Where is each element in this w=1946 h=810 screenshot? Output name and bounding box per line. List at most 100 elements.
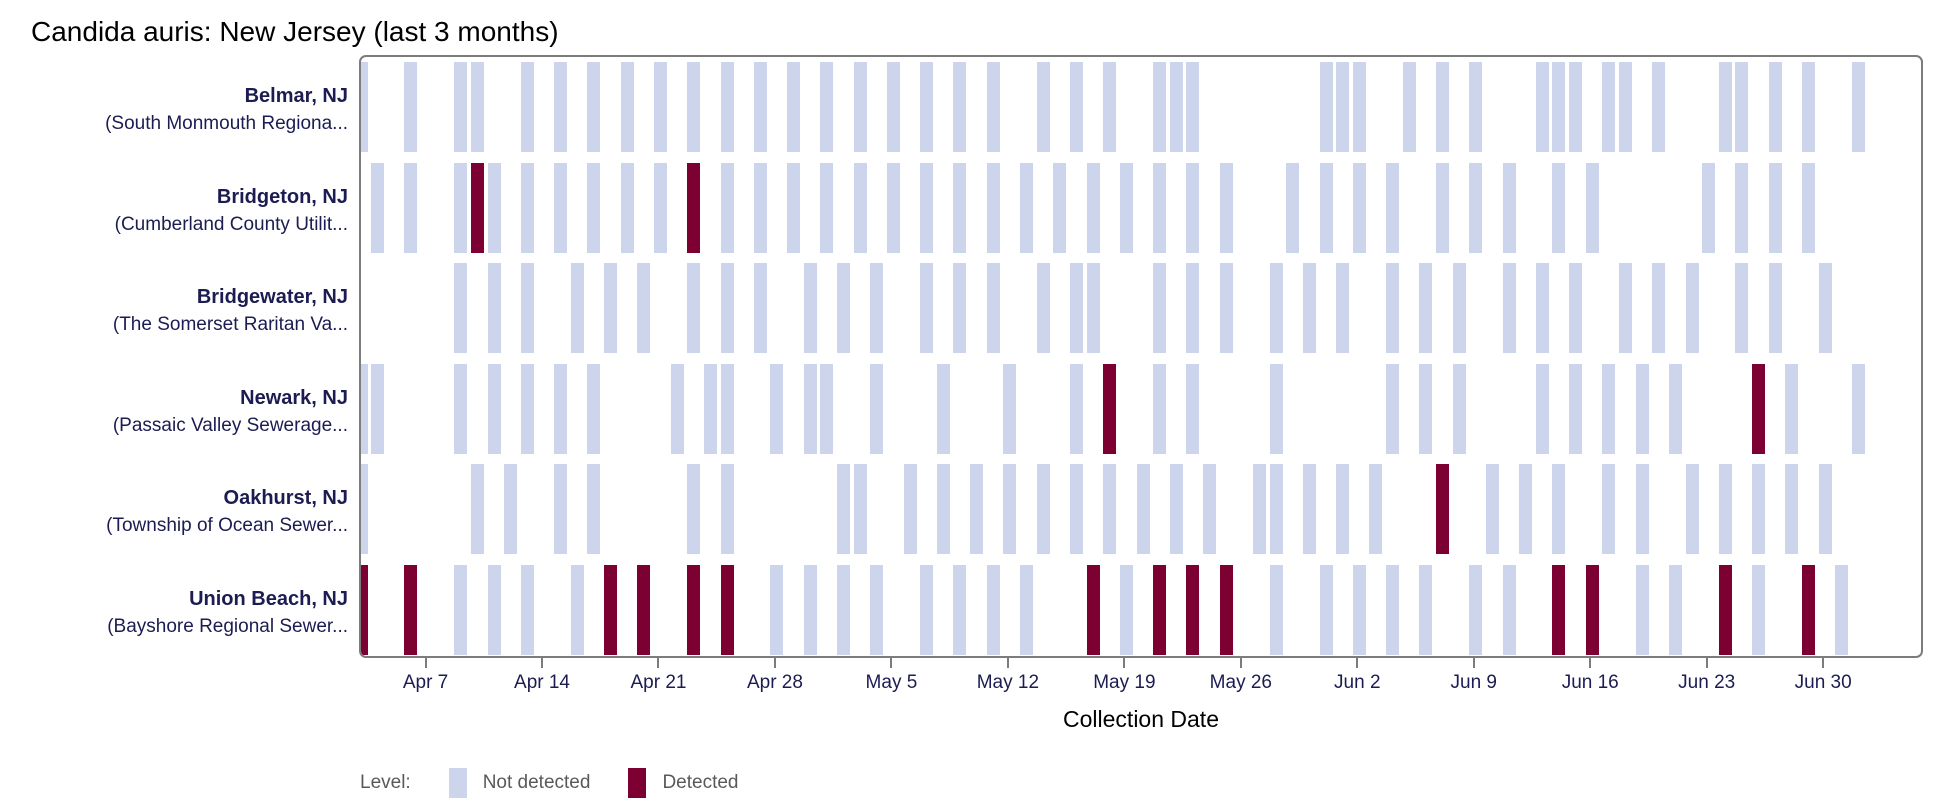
bar-not-detected xyxy=(1352,564,1366,655)
bar-not-detected xyxy=(1818,464,1832,555)
bar-not-detected xyxy=(1386,564,1400,655)
x-tick-label: May 5 xyxy=(865,672,918,693)
bar-not-detected xyxy=(1153,263,1167,354)
row-label: Bridgewater, NJ (The Somerset Raritan Va.… xyxy=(18,284,348,338)
bar-not-detected xyxy=(953,564,967,655)
bar-not-detected xyxy=(371,162,385,253)
bar-not-detected xyxy=(554,464,568,555)
bar-not-detected xyxy=(837,464,850,555)
row-label: Union Beach, NJ (Bayshore Regional Sewer.… xyxy=(18,586,348,640)
bar-not-detected xyxy=(520,263,534,354)
bar-not-detected xyxy=(1186,363,1200,454)
bar-not-detected xyxy=(820,363,834,454)
bar-not-detected xyxy=(620,162,634,253)
bar-not-detected xyxy=(1652,263,1666,354)
bar-not-detected xyxy=(1352,162,1366,253)
bar-not-detected xyxy=(487,162,501,253)
bar-not-detected xyxy=(1169,62,1183,153)
row-facility: (Bayshore Regional Sewer... xyxy=(107,615,348,637)
bar-not-detected xyxy=(1569,263,1583,354)
bar-not-detected xyxy=(837,263,850,354)
bar-not-detected xyxy=(1635,363,1649,454)
bar-not-detected xyxy=(1535,62,1549,153)
bar-not-detected xyxy=(1718,62,1732,153)
bar-not-detected xyxy=(787,62,801,153)
legend: Level: Not detected Detected xyxy=(360,766,739,800)
bar-not-detected xyxy=(1269,263,1283,354)
x-tick-label: Jun 16 xyxy=(1561,672,1619,693)
bar-not-detected xyxy=(1302,263,1316,354)
bar-detected xyxy=(637,564,651,655)
bar-detected xyxy=(1552,564,1566,655)
bar-not-detected xyxy=(1386,363,1400,454)
bar-not-detected xyxy=(1103,62,1117,153)
bar-not-detected xyxy=(1802,162,1816,253)
bar-not-detected xyxy=(454,564,468,655)
bar-not-detected xyxy=(1336,464,1350,555)
bar-not-detected xyxy=(1802,62,1816,153)
bar-not-detected xyxy=(1469,564,1483,655)
bar-not-detected xyxy=(1219,162,1233,253)
bar-not-detected xyxy=(1336,62,1350,153)
bar-not-detected xyxy=(853,162,867,253)
bar-not-detected xyxy=(1419,363,1433,454)
bar-detected xyxy=(1186,564,1200,655)
bar-not-detected xyxy=(720,62,734,153)
bar-not-detected xyxy=(1835,564,1849,655)
bar-not-detected xyxy=(1535,363,1549,454)
bar-not-detected xyxy=(986,263,1000,354)
bar-not-detected xyxy=(454,363,468,454)
bar-not-detected xyxy=(570,263,584,354)
bar-not-detected xyxy=(1119,162,1133,253)
bar-not-detected xyxy=(1386,263,1400,354)
bar-not-detected xyxy=(1103,464,1117,555)
bar-not-detected xyxy=(520,62,534,153)
bar-not-detected xyxy=(570,564,584,655)
bar-not-detected xyxy=(1319,62,1333,153)
bar-not-detected xyxy=(361,62,368,153)
x-tick-label: Jun 23 xyxy=(1678,672,1736,693)
bar-detected xyxy=(1752,363,1766,454)
bar-not-detected xyxy=(1302,464,1316,555)
bar-not-detected xyxy=(1452,363,1466,454)
bar-not-detected xyxy=(853,62,867,153)
bar-detected xyxy=(1718,564,1732,655)
bar-not-detected xyxy=(1485,464,1499,555)
bar-not-detected xyxy=(803,564,817,655)
bar-not-detected xyxy=(1718,464,1732,555)
bar-not-detected xyxy=(1203,464,1217,555)
bar-not-detected xyxy=(1269,464,1283,555)
row-label: Belmar, NJ (South Monmouth Regiona... xyxy=(18,83,348,137)
x-tick-label: May 26 xyxy=(1209,672,1272,693)
bar-not-detected xyxy=(1469,62,1483,153)
bar-not-detected xyxy=(1153,162,1167,253)
bar-detected xyxy=(404,564,418,655)
bar-not-detected xyxy=(504,464,518,555)
bar-not-detected xyxy=(1419,564,1433,655)
bar-not-detected xyxy=(1619,62,1632,153)
bar-not-detected xyxy=(1419,263,1433,354)
bar-not-detected xyxy=(1535,263,1549,354)
bar-not-detected xyxy=(1502,263,1516,354)
bar-not-detected xyxy=(687,62,701,153)
bar-not-detected xyxy=(1602,62,1616,153)
x-tick-label: Jun 30 xyxy=(1794,672,1852,693)
bar-not-detected xyxy=(1552,162,1566,253)
bar-not-detected xyxy=(520,162,534,253)
legend-swatch-detected xyxy=(628,768,647,798)
bar-not-detected xyxy=(787,162,801,253)
bar-detected xyxy=(470,162,484,253)
bar-not-detected xyxy=(1036,464,1050,555)
row-location: Union Beach, NJ xyxy=(189,587,348,610)
bar-not-detected xyxy=(1685,464,1699,555)
bar-not-detected xyxy=(653,162,667,253)
bar-not-detected xyxy=(1785,464,1799,555)
bar-not-detected xyxy=(1768,263,1782,354)
bar-not-detected xyxy=(903,464,917,555)
x-tick-mark xyxy=(1006,658,1009,668)
bar-not-detected xyxy=(820,162,834,253)
bar-not-detected xyxy=(1336,263,1350,354)
row-facility: (Passaic Valley Sewerage... xyxy=(112,414,348,436)
bar-detected xyxy=(687,564,701,655)
bar-not-detected xyxy=(1469,162,1483,253)
